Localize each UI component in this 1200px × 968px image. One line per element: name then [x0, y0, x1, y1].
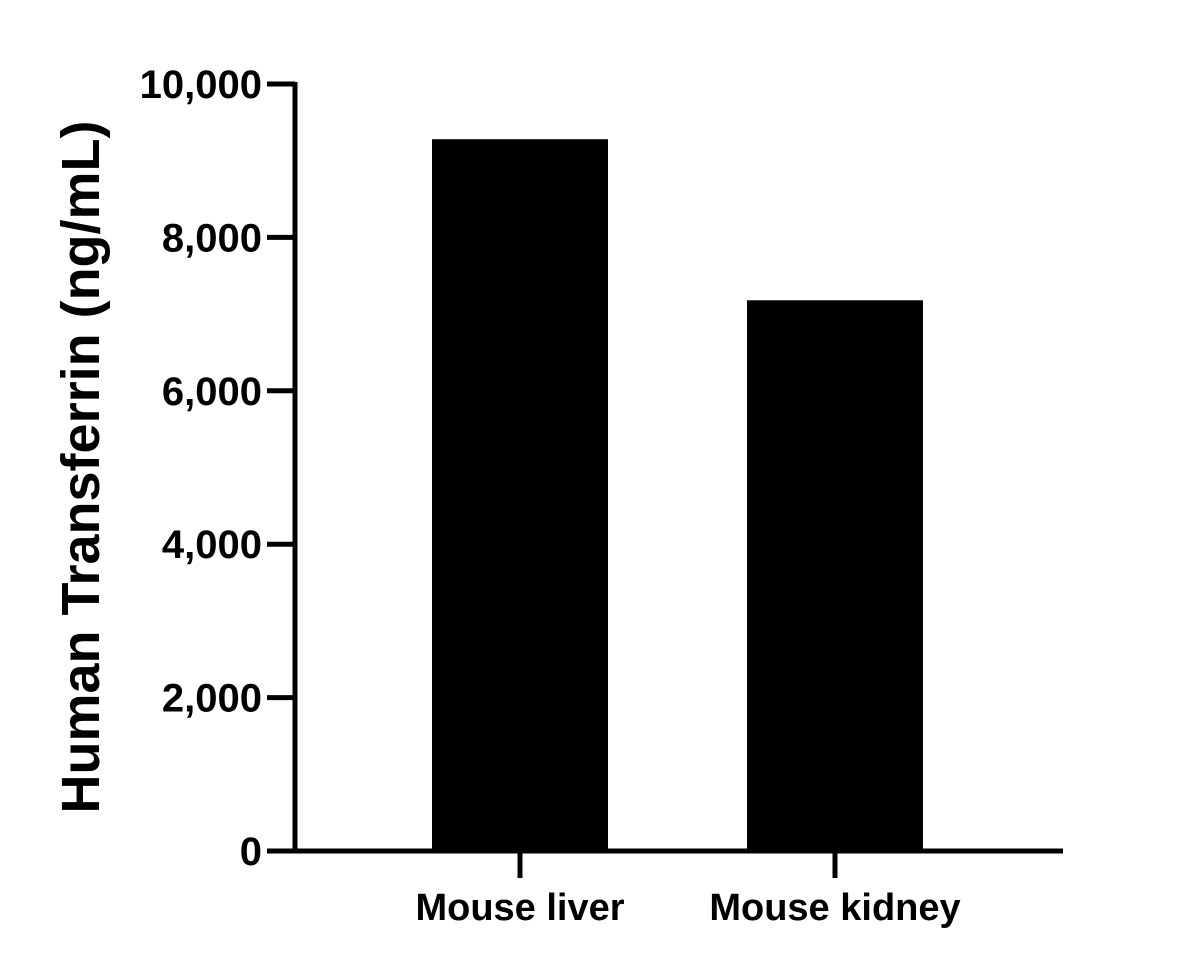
axes [267, 82, 1063, 854]
y-tick-label-0: 0 [240, 830, 262, 874]
y-ticks: 0 2,000 4,000 6,000 8,000 10,000 [140, 63, 295, 874]
y-tick-label-1: 2,000 [162, 677, 262, 721]
bar-1 [747, 300, 923, 851]
y-tick-label-2: 4,000 [162, 523, 262, 567]
x-tick-label-0: Mouse liver [415, 887, 624, 929]
x-ticks: Mouse liver Mouse kidney [415, 851, 961, 929]
y-tick-label-3: 6,000 [162, 370, 262, 414]
y-tick-label-5: 10,000 [140, 63, 262, 107]
bar-0 [432, 139, 608, 851]
bars [432, 139, 923, 851]
y-axis-title: Human Transferrin (ng/mL) [51, 120, 111, 813]
y-tick-label-4: 8,000 [162, 216, 262, 260]
x-tick-label-1: Mouse kidney [709, 887, 960, 929]
